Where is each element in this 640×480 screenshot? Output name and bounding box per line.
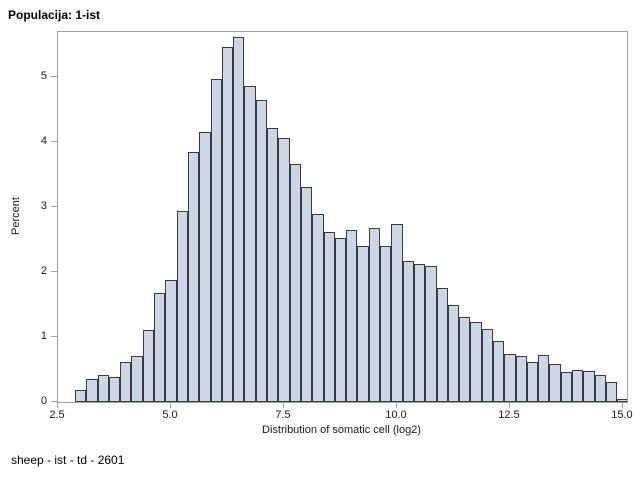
histogram-bar [86,378,98,402]
y-tick-mark [51,335,57,337]
histogram-bar [504,353,516,402]
histogram-bar [74,390,87,402]
histogram-bar [436,288,448,402]
histogram-bar [142,330,155,402]
histogram-bar [605,381,618,402]
histogram-bar [346,230,358,402]
histogram-bar [380,245,392,402]
x-tick-mark [169,402,171,408]
histogram-bar [515,356,527,402]
histogram-bar [255,99,268,402]
histogram-bar [131,356,143,402]
footnote: sheep - ist - td - 2601 [11,453,125,467]
x-tick-mark [282,402,284,408]
x-tick-label: 15.0 [611,409,633,421]
x-tick-mark [395,402,397,408]
histogram-bar [312,214,324,402]
x-tick-mark [508,402,510,408]
histogram-bar [165,280,177,402]
x-tick-label: 7.5 [275,409,291,421]
plot-area [57,31,628,403]
y-tick-label: 4 [40,134,47,147]
histogram-bar [368,227,380,402]
histogram-bar [459,317,471,402]
histogram-bar [526,361,539,402]
histogram-bar [549,364,561,402]
y-tick-label: 1 [40,329,47,342]
histogram-bar [289,164,301,402]
y-axis-title: Percent [10,197,22,235]
histogram-bar [583,370,595,402]
y-tick-label: 3 [40,199,47,212]
histogram-bar [560,372,573,402]
x-tick-label: 5.0 [162,409,178,421]
histogram-bar [278,138,290,402]
y-tick-label: 0 [40,395,47,407]
histogram-bar [572,369,584,402]
histogram-bar [176,210,188,402]
histogram-bar [97,375,109,402]
x-tick-mark [57,402,58,408]
x-tick-label: 12.5 [498,409,520,421]
histogram-bar [413,264,426,402]
histogram-bar [492,340,505,402]
histogram-bar [357,245,369,402]
histogram-bar [594,374,606,402]
x-axis-title: Distribution of somatic cell (log2) [262,424,421,436]
histogram-bar [617,398,627,402]
histogram-bar [402,260,414,402]
histogram-bar [244,85,256,402]
x-tick-label: 10.0 [385,409,407,421]
y-tick-label: 2 [40,264,47,277]
y-tick-mark [51,401,57,402]
y-tick-mark [51,270,57,272]
histogram-bar [233,37,245,402]
y-tick-mark [51,75,57,77]
histogram-bar [538,354,550,402]
histogram-bar [187,152,200,402]
y-tick-mark [51,205,57,207]
histogram-bar [391,224,403,402]
histogram-bar [323,232,335,402]
y-tick-mark [51,140,57,142]
histogram-bar [447,305,460,402]
chart-title: Populacija: 1-ist [8,8,101,22]
histogram-bar [199,132,211,402]
histogram-bar [300,187,313,402]
histogram-bar [210,78,222,402]
histogram-bar [470,322,482,402]
histogram-bar [267,128,279,402]
histogram-bar [154,292,166,402]
histogram-bar [221,46,234,402]
histogram-bar [108,376,121,402]
histogram-bar [425,266,437,402]
histogram-bar [334,238,347,402]
histogram-bar [481,328,493,402]
histogram-bar [120,361,132,402]
x-tick-mark [621,402,623,408]
x-tick-label: 2.5 [49,409,65,421]
y-tick-label: 5 [40,69,47,82]
